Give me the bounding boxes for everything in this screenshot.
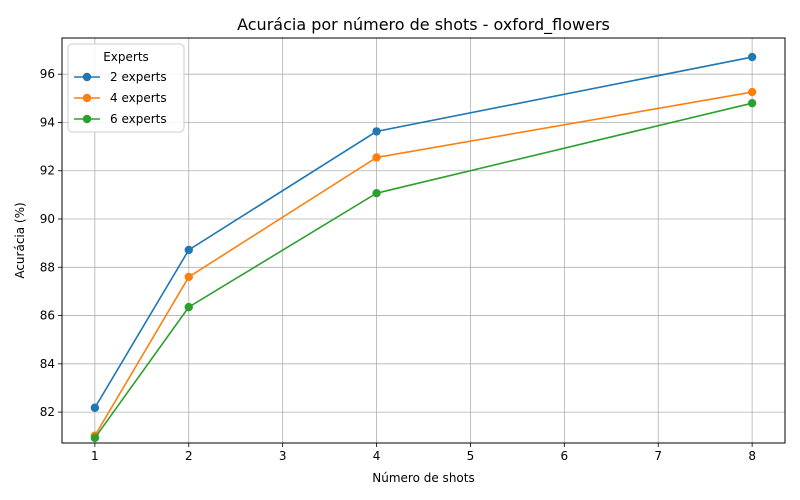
x-tick-label: 1: [91, 449, 99, 463]
data-point: [747, 87, 757, 97]
x-axis-label: Número de shots: [372, 471, 474, 485]
legend-label: 4 experts: [110, 91, 167, 105]
plot-frame: [61, 37, 786, 444]
data-point: [184, 245, 193, 255]
y-tick-label: 96: [40, 67, 55, 81]
data-point: [90, 403, 100, 412]
x-tick-label: 5: [467, 449, 475, 463]
y-tick-label: 86: [40, 309, 55, 323]
y-axis-label: Acurácia (%): [13, 202, 27, 278]
legend-box: [67, 43, 185, 133]
legend-title: Experts: [103, 50, 149, 64]
series-group: [90, 52, 757, 443]
y-tick-label: 90: [40, 212, 55, 226]
data-point: [372, 127, 381, 136]
legend-swatch-marker: [82, 114, 92, 124]
series-line-2: [94, 91, 753, 437]
y-tick-label: 88: [40, 260, 55, 274]
x-tick-label: 6: [561, 449, 569, 463]
x-tick-label: 8: [748, 449, 756, 463]
y-tick-label: 82: [40, 405, 55, 419]
legend-swatch-marker: [82, 93, 92, 103]
x-tick-label: 7: [654, 449, 662, 463]
data-point: [372, 153, 381, 162]
legend-label: 6 experts: [110, 112, 167, 126]
legend-label: 2 experts: [110, 70, 167, 84]
legend-items: 2 experts 4 experts 6 experts: [74, 70, 167, 126]
data-point: [372, 188, 381, 198]
legend-swatch-marker: [82, 72, 92, 82]
series-line-3: [94, 102, 753, 439]
data-point: [184, 302, 193, 312]
y-axis-ticks: 82 84 86 88 90 92 94 96: [40, 67, 62, 419]
y-tick-label: 84: [40, 357, 55, 371]
x-tick-label: 3: [279, 449, 287, 463]
y-tick-label: 94: [40, 115, 55, 129]
chart-title: Acurácia por número de shots - oxford_fl…: [237, 15, 610, 35]
legend: Experts 2 experts 4 experts 6 experts: [67, 43, 185, 133]
x-tick-label: 4: [373, 449, 381, 463]
x-tick-label: 2: [185, 449, 193, 463]
y-tick-label: 92: [40, 164, 55, 178]
data-point: [747, 52, 757, 62]
series-line-1: [94, 56, 753, 409]
data-point: [184, 272, 193, 282]
data-point: [90, 433, 100, 443]
data-point: [747, 98, 757, 108]
x-axis-ticks: 1 2 3 4 5 6 7 8: [91, 443, 756, 463]
